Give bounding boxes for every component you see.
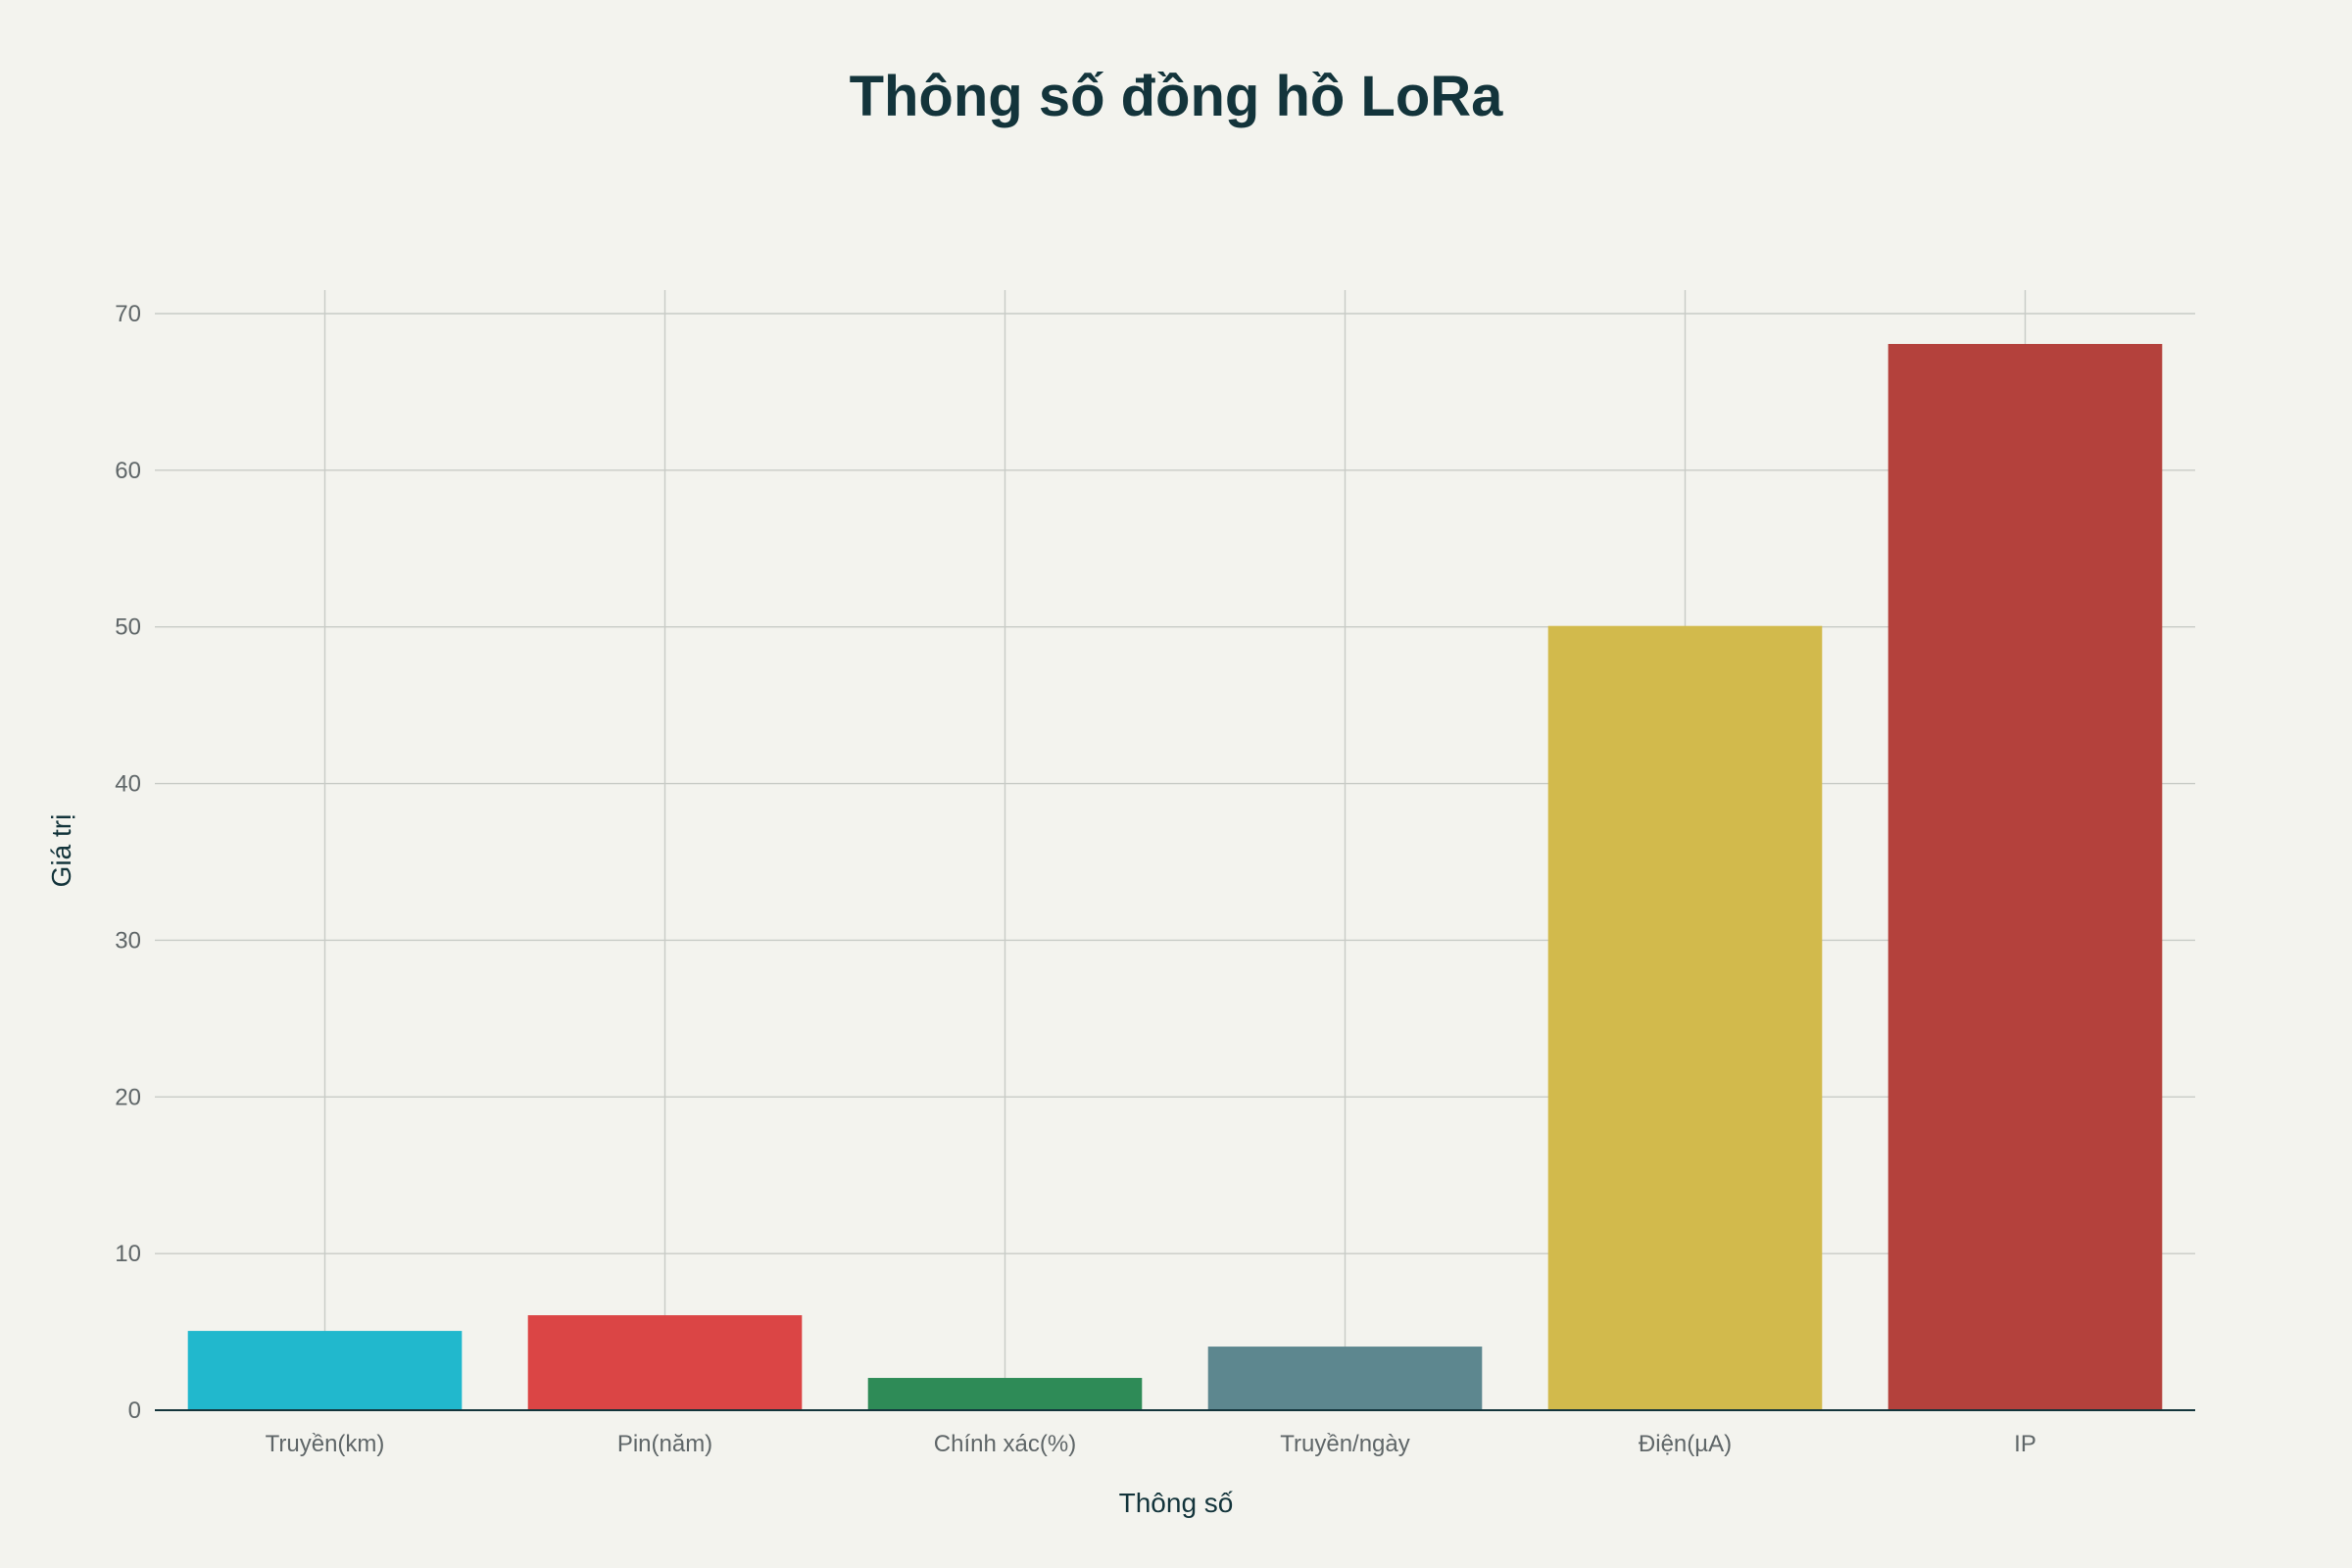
y-tick-label: 50 — [115, 614, 141, 641]
bar — [527, 1315, 803, 1411]
y-tick-label: 40 — [115, 771, 141, 798]
y-axis-title: Giá trị — [46, 814, 76, 888]
x-axis-ticks: Truyền(km) Pin(năm) Chính xác(%) Truyền/ngà… — [266, 1431, 2036, 1457]
x-tick-label: Điện(µA) — [1639, 1431, 1732, 1457]
bars — [187, 343, 2163, 1411]
bar — [1547, 625, 1823, 1411]
bar — [1887, 343, 2163, 1411]
x-tick-label: Chính xác(%) — [934, 1431, 1076, 1457]
y-tick-label: 0 — [128, 1397, 141, 1424]
x-tick-label: Truyền(km) — [266, 1431, 385, 1457]
y-tick-label: 70 — [115, 301, 141, 327]
y-tick-label: 20 — [115, 1084, 141, 1110]
y-tick-label: 10 — [115, 1241, 141, 1267]
bar — [1207, 1347, 1483, 1411]
x-tick-label: IP — [2014, 1431, 2036, 1457]
x-tick-label: Truyền/ngày — [1280, 1431, 1410, 1457]
x-axis-title: Thông số — [1119, 1488, 1234, 1518]
bar — [867, 1378, 1143, 1411]
y-tick-label: 30 — [115, 927, 141, 954]
y-axis-ticks: 0 10 20 30 40 50 60 70 — [115, 301, 141, 1424]
chart-title: Thông số đồng hồ LoRa — [850, 65, 1504, 128]
bar — [187, 1331, 463, 1411]
x-tick-label: Pin(năm) — [617, 1431, 712, 1457]
y-tick-label: 60 — [115, 458, 141, 484]
